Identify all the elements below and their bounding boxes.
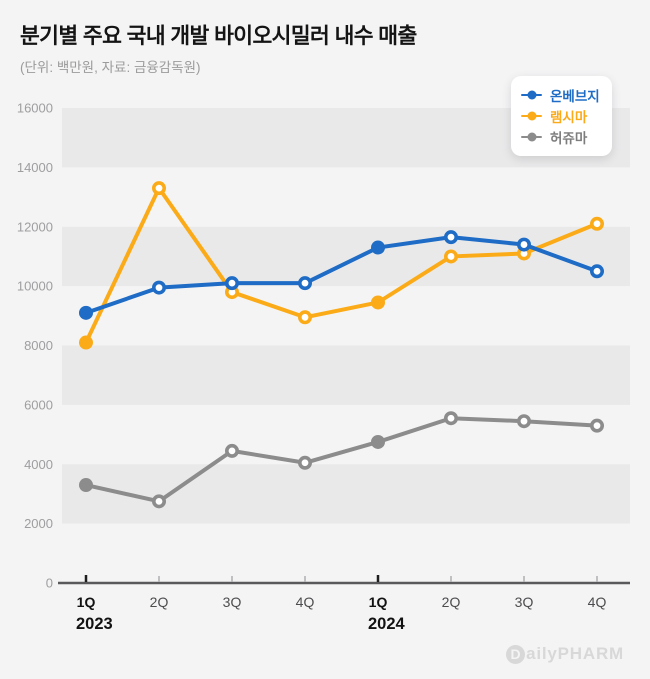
x-axis-label: 2Q	[150, 594, 169, 610]
legend-label: 온베브지	[550, 89, 600, 104]
series-line-온베브지	[84, 235, 599, 315]
data-point-램시마	[297, 310, 312, 325]
legend-label: 램시마	[550, 110, 588, 125]
x-axis-year-label: 2023	[76, 615, 113, 633]
legend-label: 허쥬마	[550, 131, 588, 146]
data-point-온베브지	[371, 240, 385, 255]
data-point-램시마	[79, 335, 93, 350]
data-point-허쥬마	[371, 434, 385, 449]
x-axis-label: 4Q	[296, 594, 315, 610]
data-point-온베브지	[79, 305, 93, 320]
data-point-램시마	[589, 216, 604, 231]
legend-line-marker-icon	[521, 132, 542, 142]
y-axis-label: 8000	[24, 338, 53, 353]
legend-item-ramsima: 램시마	[521, 106, 604, 126]
legend-item-herzuma: 허쥬마	[521, 127, 604, 147]
y-axis-label: 0	[46, 576, 53, 591]
legend-item-onbevzi: 온베브지	[521, 85, 604, 105]
data-point-온베브지	[152, 280, 167, 295]
x-axis-label: 2Q	[442, 594, 461, 610]
series-line-허쥬마	[84, 416, 599, 504]
x-axis-label: 3Q	[515, 594, 534, 610]
data-point-허쥬마	[152, 494, 167, 509]
y-axis-label: 16000	[17, 101, 53, 116]
data-point-온베브지	[297, 276, 312, 291]
legend: 온베브지 램시마 허쥬마	[511, 76, 612, 156]
data-point-램시마	[371, 295, 385, 310]
legend-dot-icon	[527, 111, 536, 121]
data-point-램시마	[152, 181, 167, 196]
logo-d-icon: D	[506, 644, 526, 664]
y-axis-label: 2000	[24, 516, 53, 531]
legend-line-marker-icon	[521, 90, 542, 100]
data-point-허쥬마	[297, 455, 312, 470]
x-axis-label: 1Q	[369, 594, 388, 610]
y-axis-label: 12000	[17, 219, 53, 234]
y-axis-label: 4000	[24, 457, 53, 472]
plot-band	[62, 345, 630, 405]
legend-line-marker-icon	[521, 111, 542, 121]
data-point-허쥬마	[225, 443, 240, 458]
series-line-램시마	[84, 186, 599, 345]
x-axis-year-label: 2024	[368, 615, 406, 633]
data-point-허쥬마	[443, 411, 458, 426]
legend-dot-icon	[527, 90, 536, 100]
plot-band	[62, 464, 630, 524]
chart-header: 분기별 주요 국내 개발 바이오시밀러 내수 매출 (단위: 백만원, 자료: …	[20, 24, 417, 76]
chart-svg: 0 2000 4000 6000 8000 10000 12000 14000 16000 1Q 2…	[17, 101, 630, 633]
chart-subtitle: (단위: 백만원, 자료: 금융감독원)	[20, 59, 201, 75]
data-point-허쥬마	[79, 478, 93, 493]
y-axis-label: 6000	[24, 397, 53, 412]
dailypharm-logo: D ailyPHARM	[506, 644, 624, 664]
x-axis-label: 1Q	[77, 594, 96, 610]
legend-dot-icon	[527, 132, 536, 142]
y-axis-label: 14000	[17, 160, 53, 175]
data-point-온베브지	[589, 264, 604, 279]
x-axis-label: 3Q	[223, 594, 242, 610]
data-point-허쥬마	[516, 414, 531, 429]
data-point-온베브지	[516, 237, 531, 252]
y-axis-label: 10000	[17, 279, 53, 294]
data-point-온베브지	[443, 230, 458, 245]
plot-band	[62, 226, 630, 287]
logo-text: ailyPHARM	[526, 644, 624, 663]
data-point-온베브지	[225, 276, 240, 291]
chart-title: 분기별 주요 국내 개발 바이오시밀러 내수 매출	[20, 24, 417, 48]
data-point-램시마	[443, 249, 458, 264]
data-point-허쥬마	[589, 418, 604, 433]
x-axis-label: 4Q	[588, 594, 607, 610]
